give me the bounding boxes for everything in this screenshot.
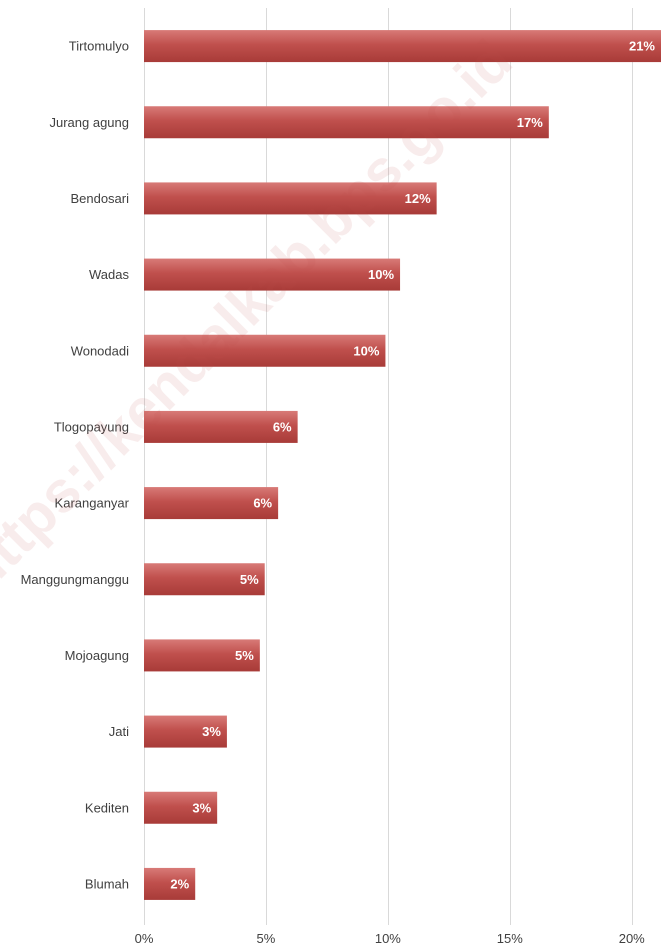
- category-label: Jurang agung: [49, 115, 129, 130]
- x-tick-label: 10%: [375, 931, 401, 946]
- category-label: Wonodadi: [71, 343, 129, 358]
- data-label: 10%: [368, 267, 394, 282]
- bar: [144, 563, 265, 596]
- data-label: 17%: [517, 115, 543, 130]
- bar: [144, 106, 549, 139]
- category-label: Wadas: [89, 267, 129, 282]
- data-label: 5%: [240, 572, 259, 587]
- category-label: Blumah: [85, 876, 129, 891]
- data-labels: 21% 17% 12% 10% 10% 6% 6% 5% 5% 3% 3% 2%: [170, 39, 655, 892]
- bar: [144, 30, 661, 63]
- data-label: 6%: [273, 419, 292, 434]
- data-label: 3%: [202, 724, 221, 739]
- x-tick-label: 5%: [257, 931, 276, 946]
- bar: [144, 410, 298, 443]
- category-label: Bendosari: [70, 191, 129, 206]
- x-tick-label: 20%: [619, 931, 645, 946]
- data-label: 6%: [253, 496, 272, 511]
- category-label: Jati: [109, 724, 129, 739]
- data-label: 3%: [192, 800, 211, 815]
- bars: [144, 30, 661, 900]
- category-label: Manggungmanggu: [21, 572, 129, 587]
- category-label: Karanganyar: [55, 496, 130, 511]
- category-label: Tlogopayung: [54, 419, 129, 434]
- bar: [144, 715, 227, 748]
- category-label: Kediten: [85, 800, 129, 815]
- data-label: 21%: [629, 39, 655, 54]
- x-tick-label: 15%: [497, 931, 523, 946]
- data-label: 2%: [170, 876, 189, 891]
- bar: [144, 182, 437, 215]
- x-axis-tick-labels: 0% 5% 10% 15% 20%: [135, 931, 646, 946]
- gridlines: [144, 8, 633, 925]
- bar: [144, 867, 196, 900]
- data-label: 10%: [353, 343, 379, 358]
- data-label: 12%: [405, 191, 431, 206]
- x-tick-label: 0%: [135, 931, 154, 946]
- bar: [144, 258, 401, 291]
- bar: [144, 487, 279, 520]
- data-label: 5%: [235, 648, 254, 663]
- category-label: Mojoagung: [65, 648, 129, 663]
- bar: [144, 639, 260, 672]
- category-labels: Tirtomulyo Jurang agung Bendosari Wadas Wono…: [21, 39, 130, 892]
- bar: [144, 791, 218, 824]
- bar: [144, 334, 386, 367]
- category-label: Tirtomulyo: [69, 39, 129, 54]
